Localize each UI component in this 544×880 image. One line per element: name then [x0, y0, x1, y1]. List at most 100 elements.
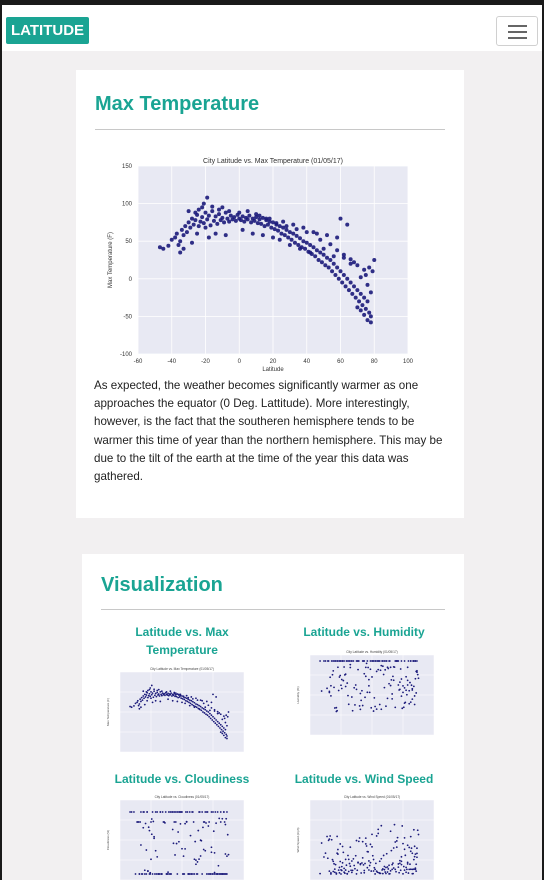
scatter-point	[330, 269, 335, 274]
thumb-point	[388, 660, 390, 662]
thumb-point	[361, 840, 364, 843]
scatter-point	[240, 227, 245, 232]
scatter-point	[284, 224, 289, 229]
thumb-point	[395, 870, 397, 873]
thumb-point	[143, 873, 146, 875]
menu-toggle-button[interactable]	[496, 16, 538, 46]
scatter-point	[316, 258, 321, 262]
thumbnail-cloudiness[interactable]: City Latitude vs. Cloudiness (01/05/17) C…	[104, 792, 252, 880]
thumb-point	[138, 873, 141, 875]
scatter-point	[353, 295, 358, 300]
scatter-point	[345, 276, 350, 281]
thumb-point	[225, 714, 228, 717]
thumb-point	[319, 660, 321, 662]
thumb-point	[361, 704, 364, 707]
thumb-point	[150, 690, 152, 693]
divider	[95, 129, 445, 130]
thumb-point	[374, 873, 376, 875]
thumb-point	[383, 868, 386, 871]
thumb-point	[141, 873, 144, 875]
thumb-point	[372, 660, 375, 662]
thumb-point	[414, 853, 417, 856]
thumb-point	[193, 706, 196, 709]
thumbnail-max-temperature[interactable]: City Latitude vs. Max Temperature (01/05…	[104, 664, 252, 764]
scatter-point	[346, 288, 351, 293]
thumb-point	[383, 865, 386, 868]
thumbnail-wind-speed[interactable]: City Latitude vs. Wind Speed (01/05/17) W…	[294, 792, 442, 880]
thumb-point	[220, 728, 223, 731]
thumb-point	[215, 873, 217, 875]
scatter-point	[257, 213, 262, 218]
scatter-point	[326, 265, 331, 270]
thumb-point	[196, 703, 199, 706]
divider	[101, 609, 445, 610]
thumb-point	[416, 847, 418, 850]
scatter-point	[220, 205, 225, 210]
thumb-point	[400, 695, 403, 698]
thumbnail-humidity[interactable]: City Latitude vs. Humidity (01/05/17) Hum…	[294, 647, 442, 747]
thumb-point	[209, 709, 211, 712]
thumb-point	[374, 660, 376, 662]
thumb-point	[417, 833, 420, 836]
thumb-point	[377, 832, 380, 835]
thumb-point	[129, 811, 131, 813]
thumb-point	[167, 694, 170, 697]
thumb-point	[374, 862, 377, 865]
thumb-point	[209, 712, 211, 715]
thumb-point	[326, 857, 329, 860]
thumb-point	[174, 693, 177, 696]
thumb-title-wind-speed[interactable]: Latitude vs. Wind Speed	[294, 772, 434, 786]
thumb-point	[140, 696, 143, 699]
thumb-point	[191, 873, 194, 875]
scatter-point	[281, 225, 286, 230]
thumb-point	[224, 736, 227, 739]
thumb-point	[406, 684, 409, 686]
thumb-point	[200, 709, 203, 712]
scatter-point	[352, 260, 356, 265]
scatter-point	[210, 204, 215, 209]
thumb-point	[129, 705, 131, 708]
thumb-point	[205, 713, 207, 716]
thumb-point	[409, 863, 411, 866]
thumb-point	[182, 855, 185, 858]
scatter-point	[240, 214, 245, 219]
thumb-point	[320, 842, 323, 844]
thumb-point	[324, 852, 327, 855]
thumb-point	[338, 871, 341, 874]
thumb-point	[362, 863, 365, 866]
thumb-point	[226, 811, 228, 813]
thumb-point	[184, 699, 187, 702]
thumb-title-humidity[interactable]: Latitude vs. Humidity	[303, 625, 425, 639]
thumb-point	[349, 666, 352, 669]
thumb-point	[366, 850, 369, 853]
thumb-point	[412, 685, 415, 688]
thumb-point	[171, 699, 174, 702]
thumb-point	[346, 682, 349, 684]
thumb-point	[189, 834, 192, 837]
thumb-point	[212, 830, 215, 833]
thumb-point	[392, 675, 394, 678]
thumb-point	[394, 706, 397, 709]
thumb-point	[165, 873, 168, 875]
thumb-point	[130, 706, 133, 709]
thumb-title-max-temp[interactable]: Latitude vs. Max Temperature	[135, 625, 229, 657]
thumb-point	[357, 668, 359, 671]
thumb-point	[149, 871, 152, 874]
thumb-point	[338, 676, 341, 678]
thumb-point	[394, 868, 397, 871]
scatter-point	[311, 245, 316, 250]
thumb-point	[405, 675, 407, 678]
thumb-point	[215, 719, 217, 721]
scatter-point	[211, 218, 216, 223]
thumb-point	[323, 660, 325, 662]
thumb-title-cloudiness[interactable]: Latitude vs. Cloudiness	[114, 772, 250, 786]
scatter-point	[348, 280, 353, 285]
thumb-point	[206, 811, 209, 813]
thumb-point	[154, 699, 157, 702]
thumb-point	[149, 687, 152, 689]
scatter-point	[333, 273, 338, 278]
scatter-point	[174, 231, 179, 236]
thumb-point	[354, 704, 356, 706]
brand-logo[interactable]: LATITUDE	[6, 17, 90, 44]
y-tick-label: -50	[123, 314, 132, 320]
